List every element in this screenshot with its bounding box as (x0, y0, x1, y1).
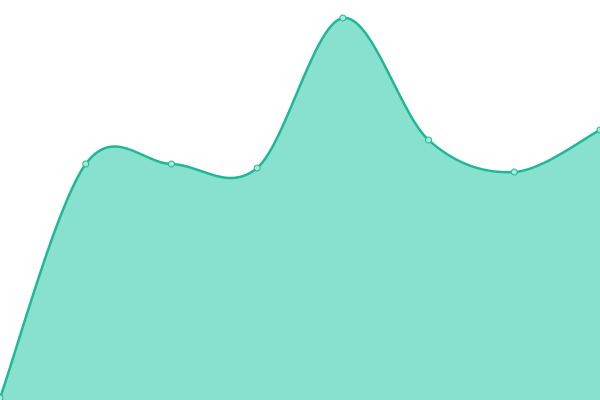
point (425, 136, 433, 144)
point (0, 394, 4, 400)
point (82, 160, 90, 168)
point (167, 160, 175, 168)
point (510, 168, 518, 176)
area-fill (0, 17, 600, 400)
point (339, 14, 347, 22)
point (253, 164, 261, 172)
point (596, 126, 600, 134)
